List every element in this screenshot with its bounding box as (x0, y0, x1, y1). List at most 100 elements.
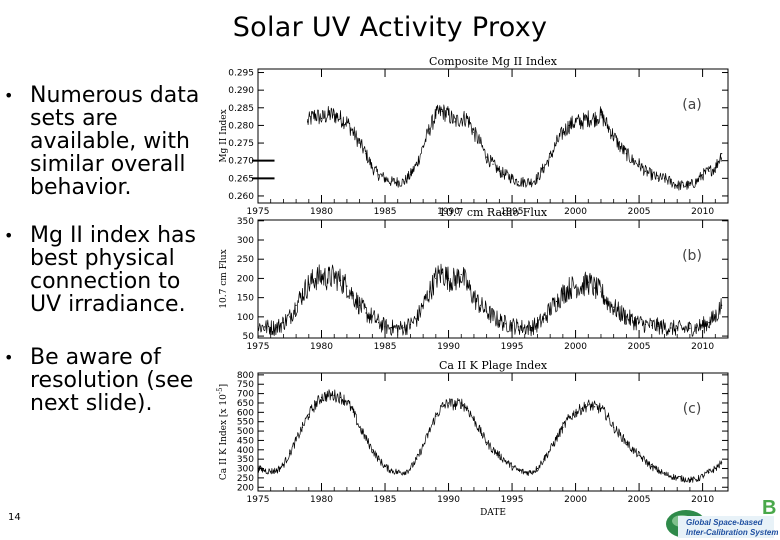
data-point (263, 326, 265, 328)
data-point (352, 131, 354, 134)
data-point (708, 322, 710, 324)
data-point (460, 273, 462, 276)
data-point (416, 163, 418, 165)
x-tick-label: 2000 (564, 495, 587, 505)
data-point (320, 396, 323, 398)
data-point (314, 404, 316, 406)
data-point (530, 471, 532, 473)
panel-label: (a) (682, 97, 702, 113)
data-point (574, 285, 577, 287)
data-point (663, 473, 666, 475)
data-point (644, 170, 647, 172)
data-point (276, 469, 278, 471)
data-point (422, 145, 424, 148)
data-point (365, 312, 367, 314)
data-point (359, 304, 361, 306)
data-point (670, 475, 672, 477)
data-point (327, 114, 329, 116)
data-point (339, 117, 342, 119)
bullet-list: • Numerous data sets are available, with … (4, 84, 214, 415)
chart-panel-3: Ca II K Plage Index (c) Ca II K Index [x 1… (216, 359, 729, 517)
data-point (397, 327, 399, 329)
data-point (346, 121, 348, 123)
data-point (346, 400, 348, 402)
data-point (708, 170, 710, 172)
y-tick-label: 400 (237, 446, 254, 456)
data-series-line (307, 104, 722, 191)
y-tick-label: 50 (243, 332, 255, 342)
data-point (289, 316, 291, 318)
data-point (625, 316, 627, 318)
plot-frame (257, 372, 729, 492)
data-point (492, 163, 494, 165)
data-point (308, 413, 310, 415)
data-point (613, 426, 615, 428)
chart-title: Ca II K Plage Index (439, 359, 548, 372)
gsics-logo: Global Space-based Inter-Calibration Sys… (666, 497, 778, 538)
bullet-text: Numerous data sets are available, with s… (30, 83, 200, 200)
x-tick-label: 1985 (374, 495, 397, 505)
data-point (371, 167, 373, 169)
data-point (390, 327, 392, 329)
data-point (574, 121, 577, 123)
data-point (568, 417, 570, 419)
data-point (517, 181, 520, 183)
data-point (543, 318, 545, 320)
x-tick-label: 1980 (310, 207, 333, 217)
data-point (651, 174, 653, 176)
x-tick-label: 1990 (437, 342, 460, 352)
data-series-line (257, 263, 722, 337)
x-tick-label: 2005 (628, 207, 651, 217)
data-point (524, 471, 526, 473)
x-tick-label: 1980 (310, 342, 333, 352)
data-point (657, 469, 659, 471)
data-point (587, 404, 589, 406)
data-point (594, 117, 596, 119)
data-point (721, 153, 723, 155)
data-point (511, 324, 513, 326)
data-point (365, 153, 367, 155)
y-tick-label: 0.280 (228, 121, 254, 131)
data-point (657, 325, 659, 327)
data-point (524, 327, 526, 329)
data-point (632, 160, 634, 162)
data-point (689, 479, 691, 481)
data-point (549, 449, 551, 451)
logo-banner (678, 516, 774, 538)
data-point (619, 434, 621, 436)
data-point (651, 466, 653, 468)
data-point (714, 167, 716, 169)
data-point (346, 285, 348, 287)
data-point (435, 415, 437, 417)
chart-panel-2: 10.7 cm Radio Flux (b) 10.7 cm Flux 50 100 15… (219, 206, 729, 352)
data-point (670, 181, 672, 183)
data-point (428, 128, 431, 130)
data-point (314, 114, 316, 116)
chart-panel-1: Composite Mg II Index (a) Mg II Index 0.260… (219, 55, 729, 217)
data-point (486, 441, 488, 443)
data-point (505, 460, 507, 462)
data-point (600, 114, 602, 116)
data-point (549, 308, 551, 310)
data-point (632, 320, 634, 322)
x-tick-label: 2000 (564, 342, 587, 352)
data-point (568, 287, 570, 289)
data-point (581, 285, 583, 287)
data-point (409, 323, 412, 326)
x-tick-label: 2010 (691, 495, 714, 505)
data-point (606, 124, 608, 127)
y-tick-label: 0.275 (228, 139, 254, 149)
data-point (422, 304, 424, 306)
data-point (530, 327, 532, 329)
data-point (473, 297, 475, 299)
data-point (568, 124, 570, 127)
slide-title: Solar UV Activity Proxy (232, 12, 548, 43)
data-point (447, 402, 450, 404)
data-point (511, 466, 513, 468)
data-point (536, 177, 539, 179)
data-point (403, 327, 405, 329)
y-tick-label: 150 (237, 294, 254, 304)
x-axis-label: DATE (480, 508, 506, 517)
data-point (428, 430, 431, 432)
data-point (619, 312, 621, 314)
